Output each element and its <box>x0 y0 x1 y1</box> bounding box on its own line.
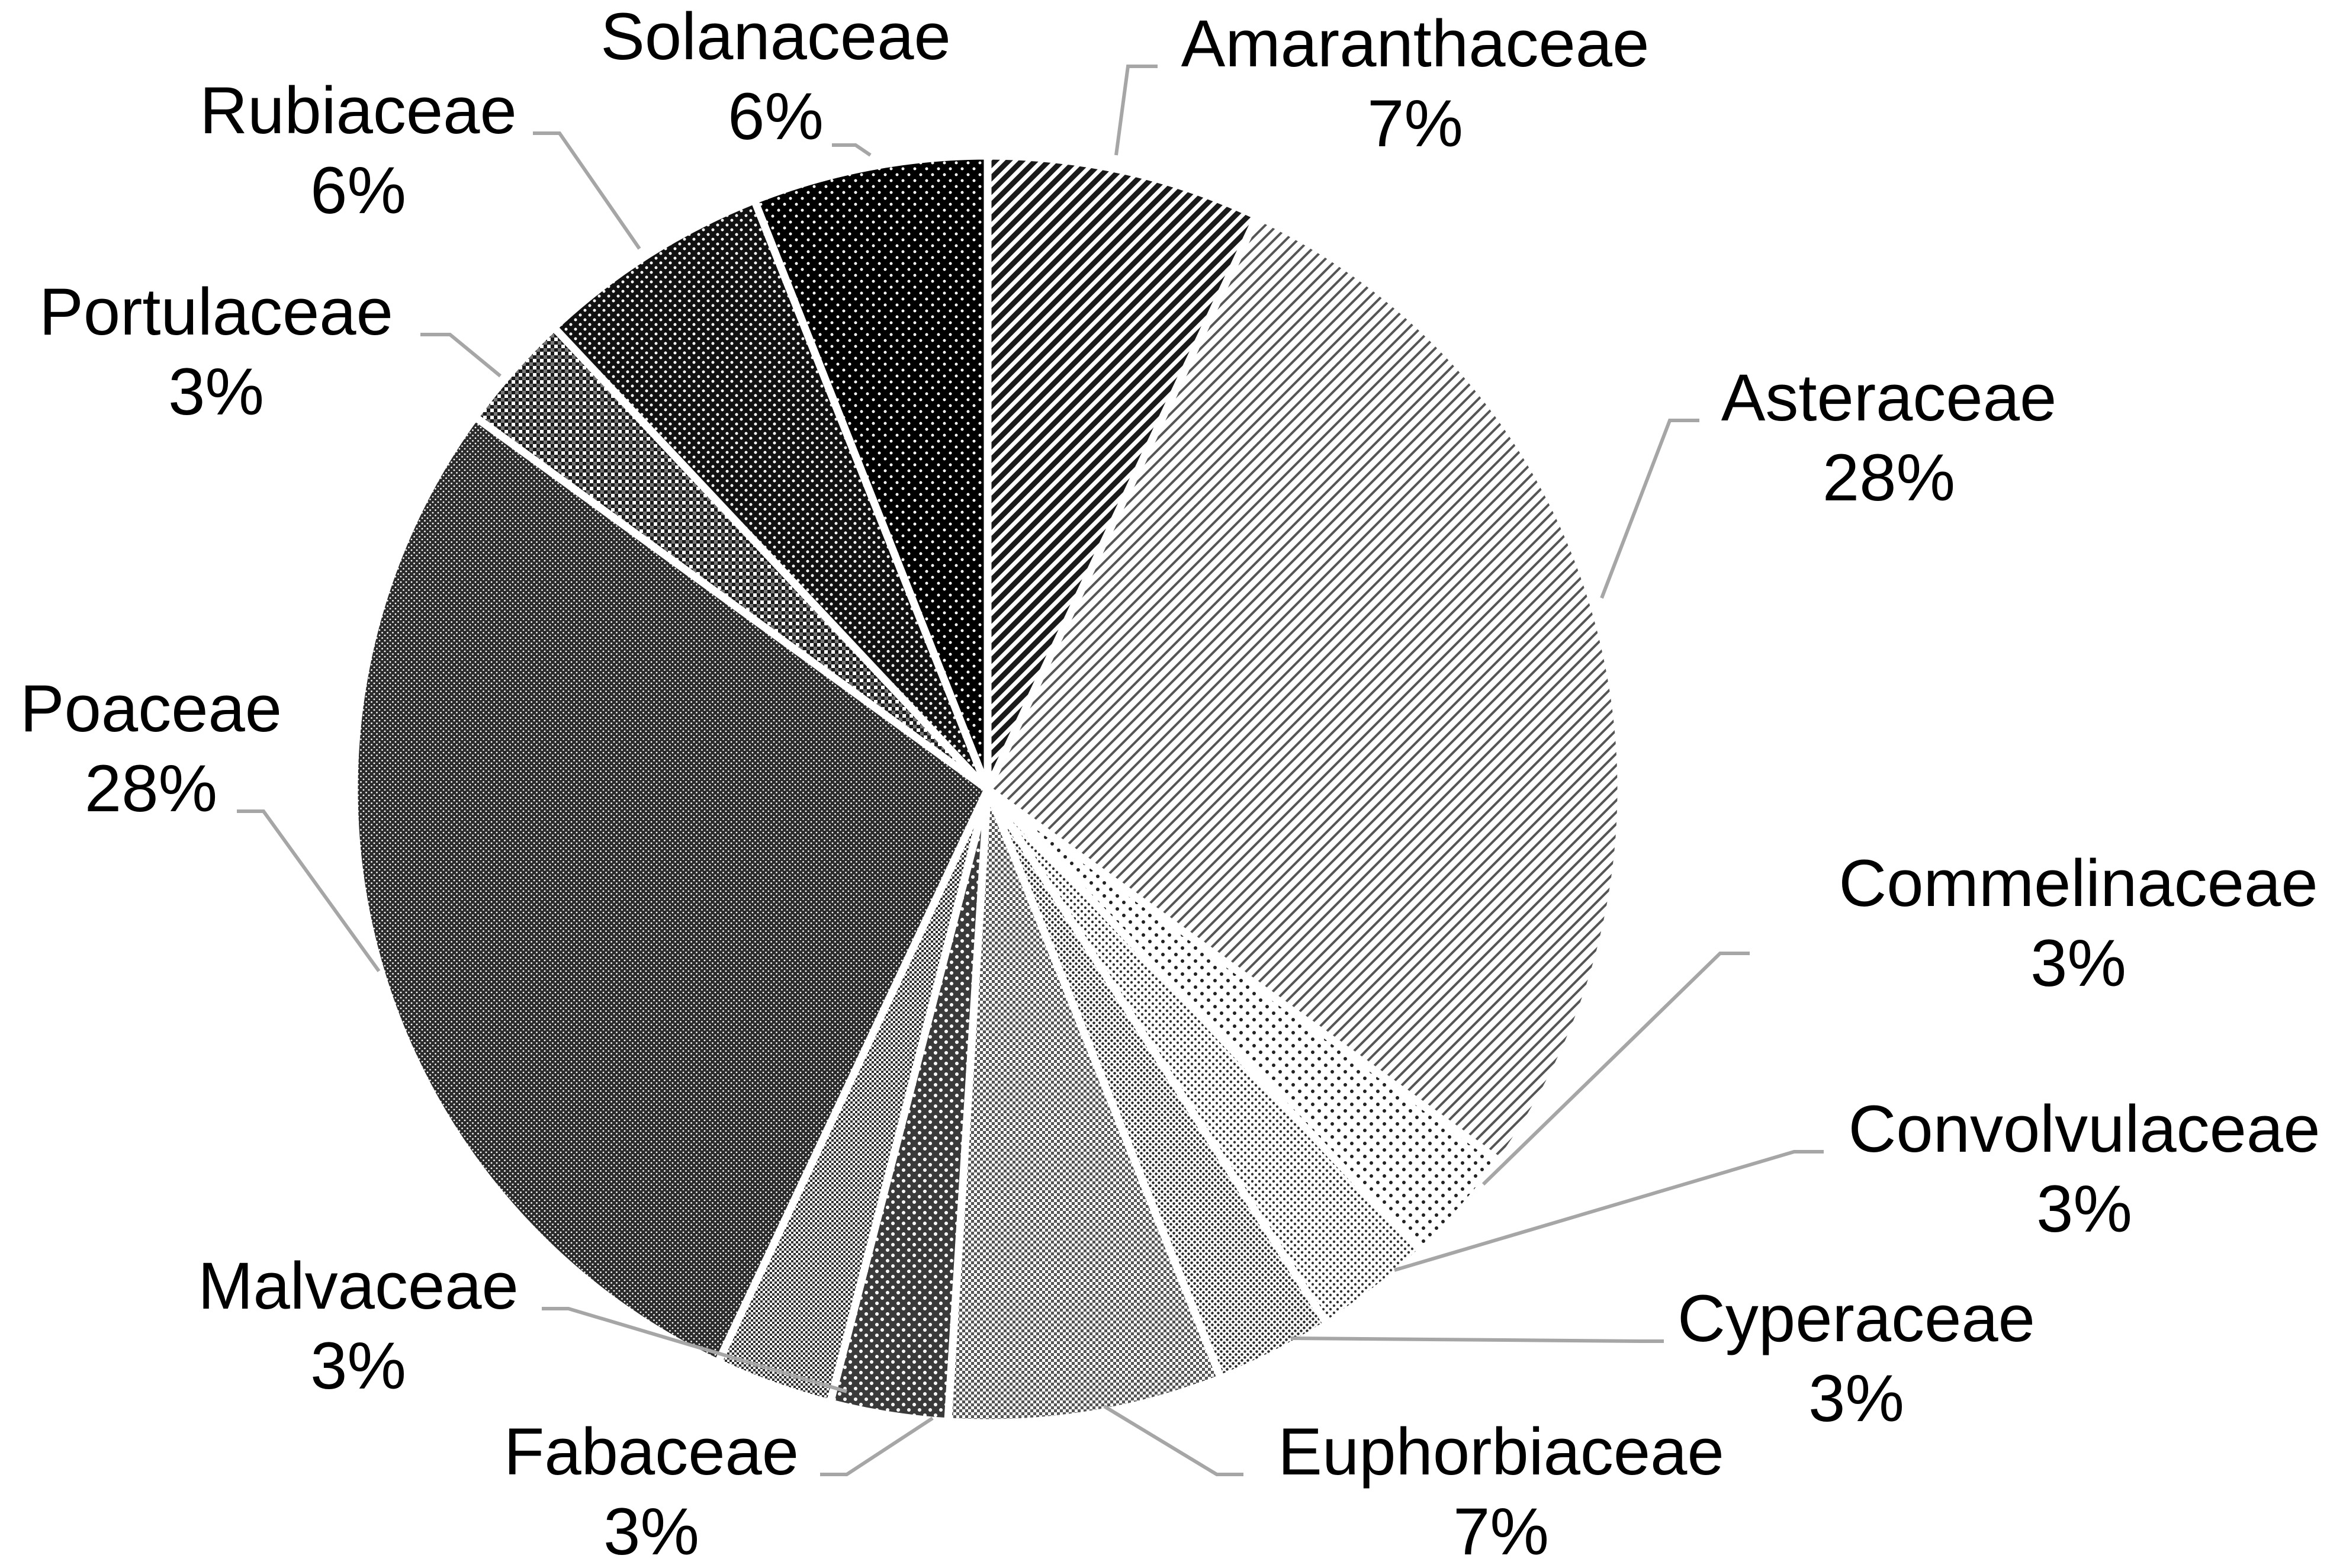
slice-category-label: Portulaceae <box>39 275 393 349</box>
data-label-cyperaceae: Cyperaceae 3% <box>1677 1281 2035 1435</box>
leader-line-convolvulaceae <box>1394 1150 1824 1272</box>
slice-category-label: Fabaceae <box>504 1415 799 1489</box>
data-label-convolvulaceae: Convolvulaceae 3% <box>1849 1092 2320 1246</box>
pie-slice-euphorbiaceae <box>943 788 1226 1427</box>
leader-line-cyperaceae <box>1290 1336 1664 1343</box>
leader-line-solanaceae <box>832 143 872 157</box>
slice-percent-label: 3% <box>603 1495 699 1568</box>
data-label-poaceae: Poaceae 28% <box>20 671 282 825</box>
slice-category-label: Commelinaceae <box>1839 846 2318 920</box>
slice-category-label: Amaranthaceae <box>1181 7 1650 81</box>
data-label-commelinaceae: Commelinaceae 3% <box>1839 846 2318 1000</box>
slice-category-label: Cyperaceae <box>1677 1281 2035 1355</box>
pie-slice-poaceae <box>350 411 993 1368</box>
slice-percent-label: 6% <box>310 153 406 227</box>
slice-percent-label: 28% <box>1823 441 1955 515</box>
slice-percent-label: 7% <box>1367 86 1463 160</box>
leader-lines <box>237 65 1824 1476</box>
slice-percent-label: 3% <box>2036 1172 2132 1246</box>
data-label-solanaceae: Solanaceae 6% <box>600 0 951 153</box>
leader-line-portulaceae <box>420 333 502 378</box>
slice-category-label: Poaceae <box>20 671 282 746</box>
data-label-malvaceae: Malvaceae 3% <box>198 1249 519 1403</box>
slice-percent-label: 3% <box>168 355 264 429</box>
data-label-amaranthaceae: Amaranthaceae 7% <box>1181 7 1650 160</box>
slice-category-label: Solanaceae <box>600 0 951 73</box>
data-label-portulaceae: Portulaceae 3% <box>39 275 393 429</box>
leader-line-fabaceae <box>820 1416 934 1476</box>
slice-category-label: Euphorbiaceae <box>1278 1415 1724 1489</box>
leader-line-asteraceae <box>1600 419 1699 599</box>
pie-slice-asteraceae <box>982 211 1625 1168</box>
slice-percent-label: 28% <box>85 751 217 825</box>
pie-slice-amaranthaceae <box>984 152 1263 791</box>
pie-slice-solanaceae <box>749 152 992 791</box>
slice-percent-label: 6% <box>728 79 824 153</box>
leader-line-malvaceae <box>542 1307 847 1393</box>
pie-slices <box>350 152 1625 1427</box>
data-label-rubiaceae: Rubiaceae 6% <box>200 73 517 227</box>
slice-category-label: Malvaceae <box>198 1249 519 1323</box>
leader-line-poaceae <box>237 809 381 972</box>
slice-percent-label: 3% <box>2030 926 2126 1000</box>
data-label-asteraceae: Asteraceae 28% <box>1721 361 2057 515</box>
data-labels: Amaranthaceae 7%Asteraceae 28%Commelinacea… <box>20 0 2320 1568</box>
leader-line-amaranthaceae <box>1114 65 1158 156</box>
data-label-fabaceae: Fabaceae 3% <box>504 1415 799 1568</box>
slice-percent-label: 3% <box>310 1329 406 1403</box>
pie-slice-rubiaceae <box>548 195 992 792</box>
data-label-euphorbiaceae: Euphorbiaceae 7% <box>1278 1415 1724 1568</box>
slice-category-label: Asteraceae <box>1721 361 2057 435</box>
leader-line-rubiaceae <box>533 131 641 250</box>
leader-line-commelinaceae <box>1481 952 1750 1186</box>
slice-percent-label: 7% <box>1453 1495 1549 1568</box>
slice-percent-label: 3% <box>1808 1361 1904 1435</box>
leader-line-euphorbiaceae <box>1103 1405 1243 1476</box>
slice-category-label: Rubiaceae <box>200 73 517 147</box>
slice-category-label: Convolvulaceae <box>1849 1092 2320 1166</box>
